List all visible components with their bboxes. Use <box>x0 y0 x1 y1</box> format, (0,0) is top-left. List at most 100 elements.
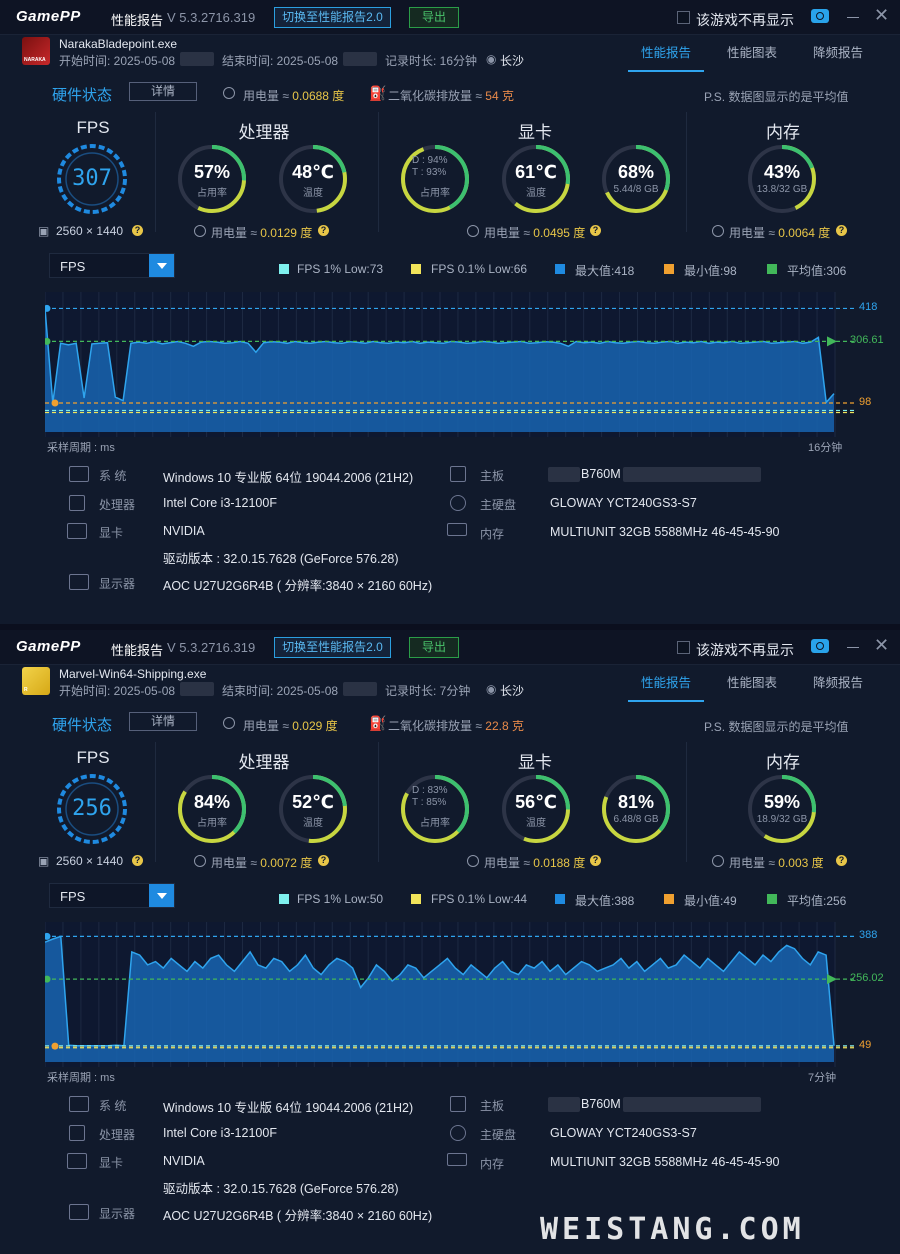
disk-label: 主硬盘 <box>480 1128 517 1142</box>
power-label: 用电量 ≈ <box>243 89 289 103</box>
location: 长沙 <box>500 684 525 698</box>
mem-label: 内存 <box>766 123 800 142</box>
gpu-d-line: D : 94% <box>412 155 448 166</box>
gpu-power-icon <box>467 855 479 867</box>
co2-icon: ⛽ <box>369 85 387 101</box>
metric-select[interactable]: FPS <box>49 883 175 908</box>
chevron-down-icon[interactable] <box>149 884 174 907</box>
cpu-power-icon <box>194 225 206 237</box>
motherboard-icon <box>450 1096 466 1112</box>
gpu-vram-ring: 68% 5.44/8 GB <box>599 142 673 216</box>
min-line-label: 49 <box>859 1039 872 1052</box>
cpu-label: 处理器 <box>238 753 290 772</box>
tab-performance-chart[interactable]: 性能图表 <box>727 676 778 690</box>
app-logo: GamePP <box>16 8 81 25</box>
gpu-icon <box>67 1153 87 1169</box>
fps-ring: 256 <box>55 772 129 846</box>
legend-swatch-avg <box>767 264 777 274</box>
detail-button[interactable]: 详情 <box>129 712 197 731</box>
cpu-usage-label: 占用率 <box>197 188 227 199</box>
help-icon[interactable]: ? <box>132 855 143 866</box>
gpu-vram-ring: 81% 6.48/8 GB <box>599 772 673 846</box>
cpu-temp-value: 48℃ <box>292 162 334 182</box>
mem-power-label: 用电量 ≈ <box>729 856 775 870</box>
close-icon[interactable]: ✕ <box>874 5 890 25</box>
legend-low01: FPS 0.1% Low:66 <box>431 262 528 276</box>
disk-icon <box>450 1125 466 1141</box>
cpu-usage-ring: 84% 占用率 <box>175 772 249 846</box>
fps-chart[interactable] <box>45 922 855 1067</box>
chart-duration: 16分钟 <box>808 442 843 454</box>
tab-throttle-report[interactable]: 降频报告 <box>813 46 864 60</box>
system-value: Windows 10 专业版 64位 19044.2006 (21H2) <box>163 1101 414 1115</box>
legend-max: 最大值:418 <box>575 264 635 278</box>
resolution-icon: ▣ <box>38 854 50 868</box>
avg-marker <box>45 975 51 983</box>
tab-performance-chart[interactable]: 性能图表 <box>727 46 778 60</box>
legend-swatch-low01 <box>411 264 421 274</box>
tab-performance-report[interactable]: 性能报告 <box>641 676 692 690</box>
tab-performance-report[interactable]: 性能报告 <box>641 46 692 60</box>
memory-icon <box>447 1153 467 1166</box>
max-marker <box>45 304 51 312</box>
co2-value: 22.8 克 <box>485 719 524 733</box>
tab-throttle-report[interactable]: 降频报告 <box>813 676 864 690</box>
minimize-icon[interactable] <box>847 647 859 648</box>
metric-select[interactable]: FPS <box>49 253 175 278</box>
mem-usage-value: 43% <box>763 162 801 182</box>
max-line-label: 388 <box>859 929 878 942</box>
windows-icon <box>69 1096 89 1112</box>
disk-value: GLOWAY YCT240GS3-S7 <box>550 1126 697 1140</box>
app-title: 性能报告 <box>111 643 164 658</box>
help-icon[interactable]: ? <box>132 225 143 236</box>
max-line-label: 418 <box>859 301 878 314</box>
fps-chart[interactable] <box>45 292 855 437</box>
minimize-icon[interactable] <box>847 17 859 18</box>
app-version: V 5.3.2716.319 <box>167 640 256 655</box>
location: 长沙 <box>500 54 525 68</box>
location-icon: ◉ <box>486 682 497 696</box>
export-button[interactable]: 导出 <box>409 637 459 658</box>
gpu-power-label: 用电量 ≈ <box>484 856 530 870</box>
hardware-status-title: 硬件状态 <box>52 87 113 104</box>
gpu-temp-value: 56℃ <box>515 792 557 812</box>
camera-icon[interactable] <box>811 9 829 23</box>
chevron-down-icon[interactable] <box>149 254 174 277</box>
hide-game-checkbox[interactable] <box>677 11 690 24</box>
help-icon[interactable]: ? <box>836 855 847 866</box>
help-icon[interactable]: ? <box>590 225 601 236</box>
game-exe-name: NarakaBladepoint.exe <box>59 37 178 51</box>
switch-report-button[interactable]: 切换至性能报告2.0 <box>274 7 391 28</box>
hide-game-checkbox[interactable] <box>677 641 690 654</box>
report-panel-marvel: GamePP 性能报告 V 5.3.2716.319 切换至性能报告2.0 导出… <box>0 630 900 1254</box>
help-icon[interactable]: ? <box>590 855 601 866</box>
fps-value: 307 <box>72 166 112 191</box>
avg-arrow <box>827 974 837 985</box>
mem-label: 内存 <box>766 753 800 772</box>
camera-icon[interactable] <box>811 639 829 653</box>
close-icon[interactable]: ✕ <box>874 635 890 655</box>
gpu-t-line: T : 85% <box>412 797 447 808</box>
mem-power-icon <box>712 855 724 867</box>
app-logo: GamePP <box>16 638 81 655</box>
detail-button[interactable]: 详情 <box>129 82 197 101</box>
resolution-icon: ▣ <box>38 224 50 238</box>
help-icon[interactable]: ? <box>836 225 847 236</box>
mem-usage-detail: 18.9/32 GB <box>756 814 808 825</box>
help-icon[interactable]: ? <box>318 225 329 236</box>
fps-label: FPS <box>76 118 110 137</box>
system-value: Windows 10 专业版 64位 19044.2006 (21H2) <box>163 471 414 485</box>
legend-min: 最小值:49 <box>684 894 737 908</box>
legend-swatch-avg <box>767 894 777 904</box>
co2-value: 54 克 <box>485 89 514 103</box>
cpu-power-value: 0.0072 度 <box>260 856 313 870</box>
legend-max: 最大值:388 <box>575 894 635 908</box>
switch-report-button[interactable]: 切换至性能报告2.0 <box>274 637 391 658</box>
fps-line <box>45 308 835 405</box>
help-icon[interactable]: ? <box>318 855 329 866</box>
cpu-temp-ring: 52℃ 温度 <box>276 772 350 846</box>
monitor-value: AOC U27U2G6R4B ( 分辨率:3840 × 2160 60Hz) <box>163 1209 433 1223</box>
export-button[interactable]: 导出 <box>409 7 459 28</box>
ps-note: P.S. 数据图显示的是平均值 <box>704 90 849 104</box>
game-exe-name: Marvel-Win64-Shipping.exe <box>59 667 207 681</box>
